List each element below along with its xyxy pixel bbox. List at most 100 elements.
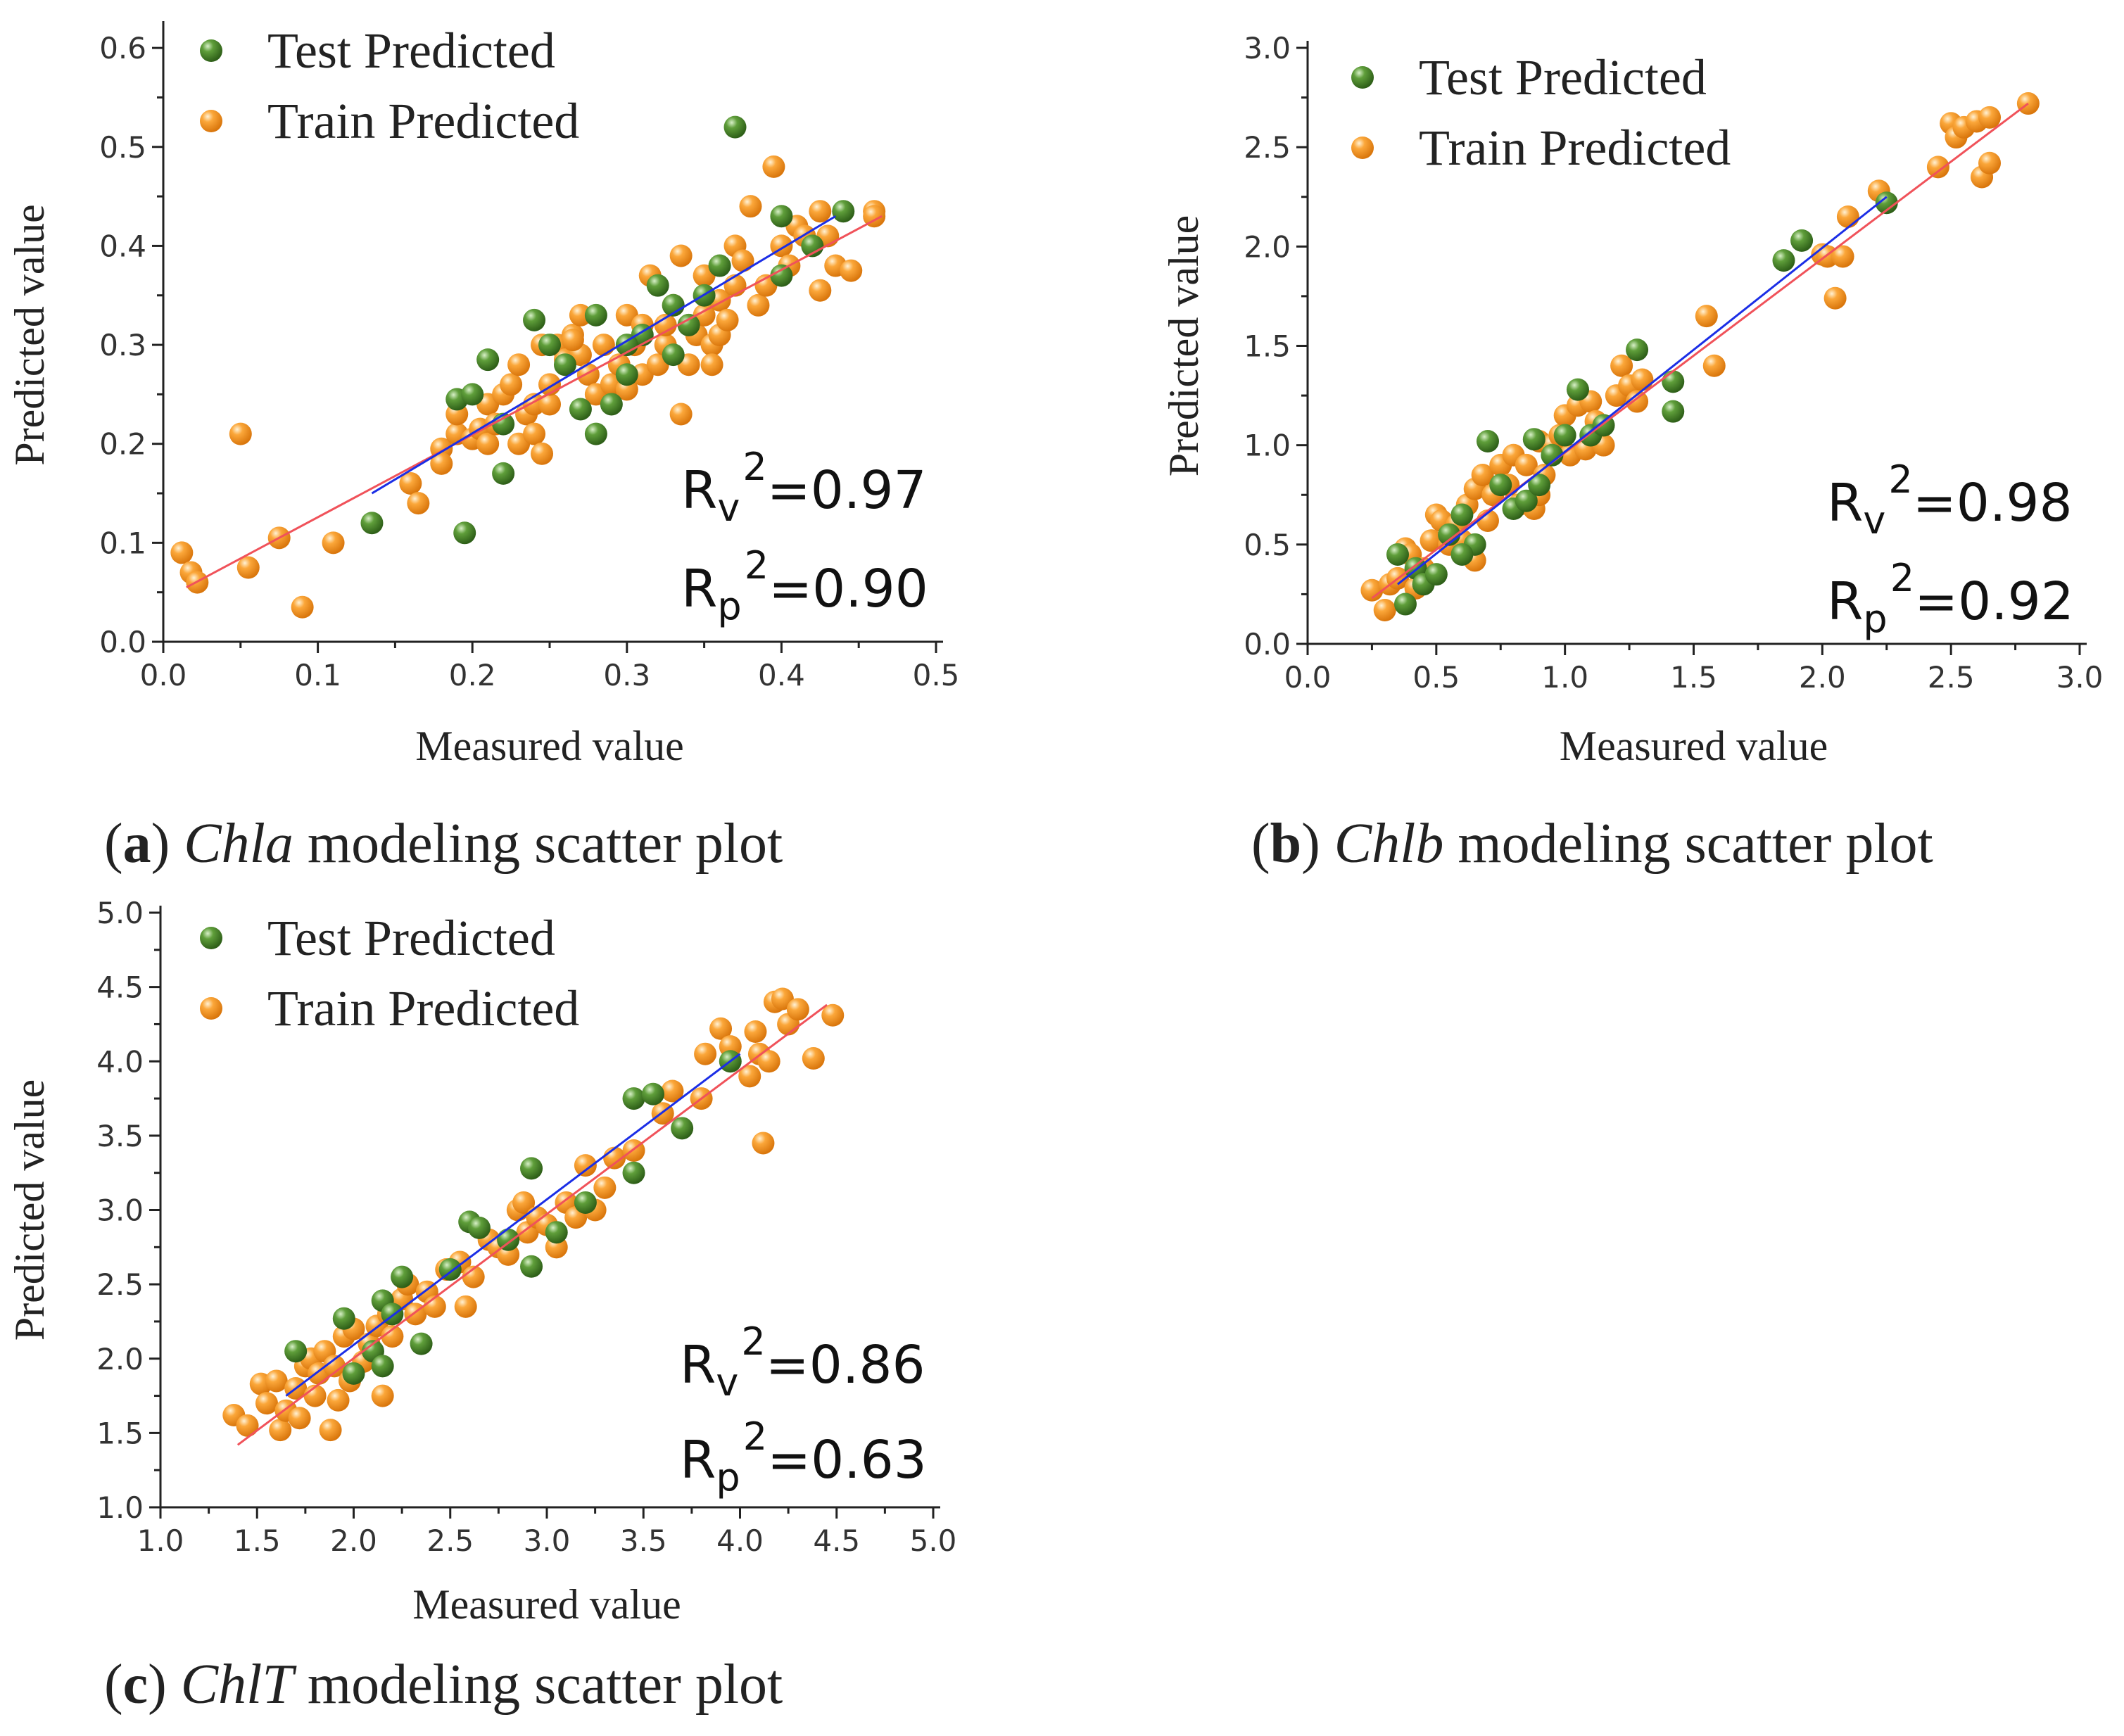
train-point <box>229 422 252 445</box>
test-point <box>1489 474 1512 497</box>
test-point <box>708 254 731 277</box>
legend: Test Predicted Train Predicted <box>1351 49 1731 176</box>
test-point <box>1566 378 1589 401</box>
train-point <box>576 363 600 386</box>
r2-validation-value: =0.98 <box>1913 473 2073 533</box>
x-tick-label: 1.5 <box>234 1523 281 1558</box>
train-point <box>762 155 785 178</box>
test-point <box>1522 428 1545 451</box>
test-fit-line <box>285 1053 741 1397</box>
train-point <box>500 373 523 396</box>
test-point <box>520 1255 543 1278</box>
x-tick-label: 0.0 <box>1284 660 1332 695</box>
train-point <box>1515 453 1538 476</box>
train-point <box>1695 305 1718 328</box>
test-point <box>622 1161 645 1184</box>
test-point <box>371 1355 394 1378</box>
x-tick-label: 0.3 <box>603 658 650 692</box>
train-point <box>561 329 584 352</box>
x-tick-label: 4.5 <box>813 1523 860 1558</box>
r2-validation-subscript: v <box>717 486 740 530</box>
y-tick-label: 0.2 <box>99 427 146 462</box>
y-tick-label: 0.5 <box>99 130 146 165</box>
x-tick-label: 0.4 <box>758 658 805 692</box>
r2-prediction-value: =0.63 <box>767 1430 927 1490</box>
x-tick-label: 0.5 <box>1412 660 1460 695</box>
y-tick-label: 3.5 <box>96 1119 144 1153</box>
r2-validation-subscript: v <box>1863 498 1885 543</box>
test-point <box>284 1340 308 1363</box>
r2-validation-r: R <box>1827 473 1863 533</box>
train-point <box>1471 464 1494 487</box>
train-point <box>523 422 546 445</box>
x-tick-label: 5.0 <box>910 1523 957 1558</box>
caption-paren-close: ) <box>1301 813 1334 875</box>
test-point <box>569 398 592 421</box>
train-point <box>170 541 194 564</box>
test-point <box>332 1307 355 1330</box>
train-point <box>454 1295 477 1318</box>
test-point <box>545 1221 568 1244</box>
train-point <box>669 403 693 426</box>
train-point <box>716 308 739 331</box>
test-point <box>497 1228 520 1251</box>
x-axis-label: Measured value <box>1560 723 1828 769</box>
test-point <box>1541 443 1564 467</box>
train-point <box>269 1419 292 1442</box>
caption-letter: c <box>123 1654 148 1716</box>
train-point <box>288 1407 311 1430</box>
train-point <box>569 303 592 327</box>
r2-prediction-subscript: p <box>716 1455 740 1500</box>
r2-validation-superscript: 2 <box>742 445 766 489</box>
y-axis-label: Predicted value <box>6 204 53 466</box>
r2-validation-r: R <box>680 1335 716 1395</box>
legend-train-marker <box>200 997 222 1020</box>
train-point <box>255 1392 278 1415</box>
y-tick-label: 0.0 <box>99 625 146 659</box>
test-point <box>1515 489 1538 512</box>
test-point <box>1386 543 1409 566</box>
test-point <box>1476 430 1499 453</box>
x-tick-label: 2.5 <box>426 1523 474 1558</box>
x-tick-label: 1.5 <box>1670 660 1717 695</box>
legend-test-marker <box>200 927 222 949</box>
test-point <box>615 334 638 357</box>
test-point <box>461 383 484 406</box>
x-tick-label: 0.2 <box>449 658 496 692</box>
test-point <box>391 1265 414 1288</box>
panel-caption: (b) Chlb modeling scatter plot <box>1251 813 1933 875</box>
train-point <box>757 1050 780 1073</box>
train-point <box>661 1079 684 1103</box>
train-point <box>507 353 531 376</box>
r2-validation-subscript: v <box>716 1360 738 1405</box>
train-point <box>265 1369 288 1393</box>
test-point <box>584 303 607 327</box>
r2-prediction-r: R <box>681 559 717 619</box>
panel-caption: (c) ChlT modeling scatter plot <box>104 1654 783 1716</box>
caption-letter: a <box>123 813 151 875</box>
test-point <box>467 1216 491 1239</box>
r2-validation: Rv2=0.97 <box>681 445 927 530</box>
x-axis-label: Measured value <box>415 723 684 769</box>
y-tick-label: 3.0 <box>1244 31 1291 65</box>
x-axis-label: Measured value <box>412 1581 681 1628</box>
panel-caption: (a) Chla modeling scatter plot <box>104 813 783 875</box>
y-tick-label: 0.4 <box>99 229 146 263</box>
test-fit-line <box>371 215 837 495</box>
train-point <box>399 471 422 495</box>
train-point <box>1978 106 2002 129</box>
test-point <box>1450 503 1474 526</box>
train-point <box>407 492 430 515</box>
r2-prediction: Rp2=0.90 <box>681 543 928 628</box>
r2-validation: Rv2=0.86 <box>680 1319 925 1405</box>
train-point <box>786 998 809 1021</box>
test-point <box>574 1191 597 1214</box>
legend-train-marker <box>1351 137 1374 159</box>
train-point <box>700 353 723 376</box>
legend-test-label: Test Predicted <box>267 910 555 966</box>
test-point <box>600 393 623 416</box>
y-tick-label: 0.3 <box>99 328 146 362</box>
x-tick-label: 1.0 <box>137 1523 184 1558</box>
r2-validation-value: =0.97 <box>767 460 927 521</box>
